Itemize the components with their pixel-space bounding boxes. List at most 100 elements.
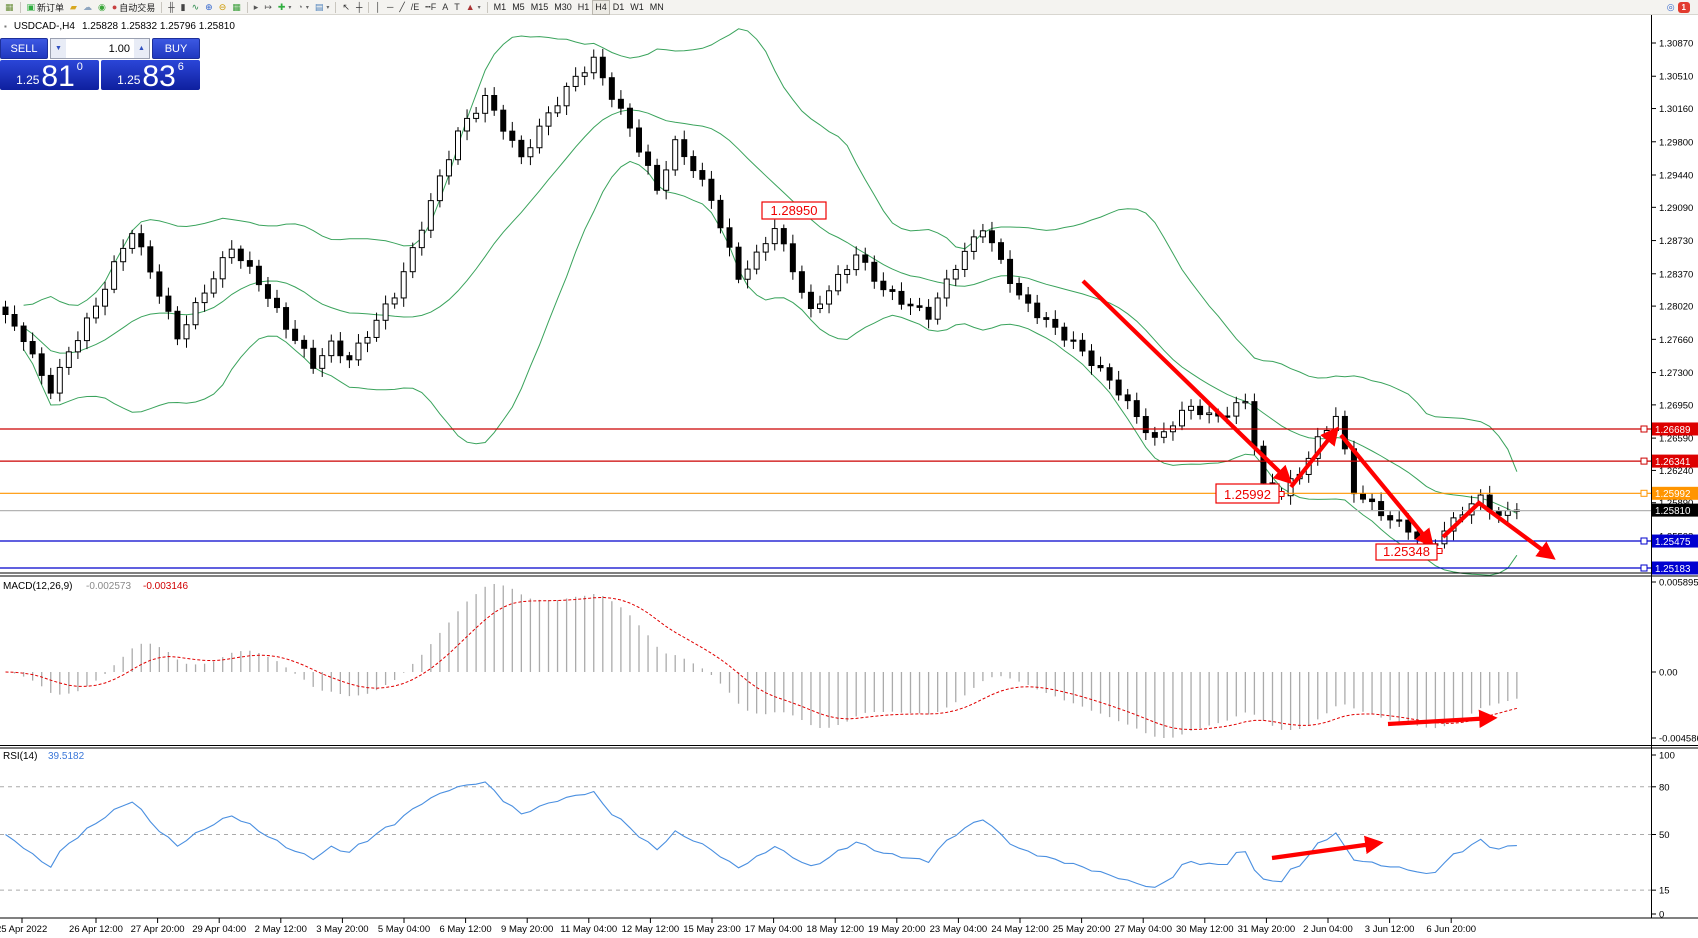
price-axis-tick: 1.26590 [1659, 434, 1693, 445]
time-axis-label: 3 Jun 12:00 [1365, 924, 1415, 935]
volume-decrease-button[interactable]: ▼ [51, 39, 66, 58]
time-axis-label: 2 Jun 04:00 [1303, 924, 1353, 935]
volume-increase-button[interactable]: ▲ [134, 39, 149, 58]
toolbar-separator [161, 1, 163, 13]
candlestick-mode-icon: ▮ [180, 1, 186, 12]
notification-icon[interactable]: 1 [1677, 1, 1690, 13]
chevron-down-icon: ▾ [305, 4, 309, 11]
svg-text:50: 50 [1659, 830, 1670, 841]
arrows-button[interactable]: ▲ ▾ [463, 1, 484, 14]
timeframe-m5-button[interactable]: M5 [512, 2, 525, 12]
time-axis-label: 6 Jun 20:00 [1426, 924, 1476, 935]
svg-text:1.28950: 1.28950 [771, 203, 818, 218]
trendline-icon[interactable]: ╱ [396, 1, 407, 14]
funds-deposit-icon[interactable]: ▰ [67, 1, 80, 14]
svg-text:80: 80 [1659, 782, 1670, 793]
timeframe-mn-button[interactable]: MN [649, 2, 664, 12]
timeframe-h4-button[interactable]: H4 [592, 0, 610, 15]
rsi-indicator-label: RSI(14) [3, 751, 37, 762]
buy-price-big: 83 [142, 60, 176, 93]
time-axis-label: 26 Apr 12:00 [69, 924, 123, 935]
horizontal-level-lines[interactable] [0, 425, 1651, 572]
svg-text:0.00: 0.00 [1659, 668, 1678, 679]
crosshair-icon[interactable]: ┼ [353, 1, 365, 14]
chart-symbol-icon: ▪ [4, 22, 7, 31]
equidistant-channel-icon[interactable]: /E [408, 1, 423, 14]
time-axis-label: 29 Apr 04:00 [192, 924, 246, 935]
line-chart-mode-icon[interactable]: ∿ [189, 1, 203, 14]
candlestick-mode-icon[interactable]: ▮ [178, 1, 189, 14]
time-axis-label: 27 Apr 20:00 [131, 924, 185, 935]
time-axis-label: 23 May 04:00 [930, 924, 988, 935]
axis-price-tag: 1.25992 [1652, 486, 1698, 500]
new-order-icon: ▣ [26, 1, 36, 12]
chart-price-label[interactable]: 1.25348 [1375, 543, 1443, 561]
timeframe-d1-button[interactable]: D1 [612, 2, 625, 12]
autotrading-icon: ● [111, 1, 118, 12]
trend-annotation-arrows[interactable] [1081, 279, 1556, 560]
time-axis-label: 31 May 20:00 [1238, 924, 1296, 935]
text-icon[interactable]: A [439, 1, 451, 14]
price-axis-tick: 1.28730 [1659, 236, 1693, 247]
macd-indicator-label: MACD(12,26,9) [3, 581, 72, 592]
price-axis[interactable]: 1.30870 1.30510 1.30160 1.29800 1.29440 1.290… [1651, 39, 1698, 575]
chart-price-label[interactable]: 1.28950 [761, 201, 827, 220]
auto-scroll-icon[interactable]: ▸ [251, 1, 262, 14]
cursor-icon[interactable]: ↖ [339, 1, 353, 14]
toolbar-separator [486, 1, 488, 13]
sell-price-display[interactable]: 1.25 81 0 [0, 60, 99, 92]
horizontal-line-icon[interactable]: ─ [384, 1, 396, 14]
new-order-button[interactable]: ▣ 新订单 [26, 1, 65, 13]
templates-icon: ▤ [314, 1, 324, 12]
timeframe-m30-button[interactable]: M30 [554, 2, 572, 12]
fibonacci-icon: ┅F [425, 1, 437, 12]
zoom-in-icon[interactable]: ⊕ [202, 1, 216, 14]
time-axis-label: 15 May 23:00 [683, 924, 741, 935]
volume-box: ▼ ▲ [50, 38, 150, 59]
rsi-pane: 100 80 50 15 0 [0, 751, 1675, 921]
periods-button[interactable]: ◔ ▾ [294, 1, 311, 14]
tile-windows-icon[interactable]: ▦ [229, 1, 244, 14]
pane-frame [0, 15, 1698, 919]
time-axis-label: 17 May 04:00 [745, 924, 803, 935]
cloud-icon[interactable]: ☁ [80, 1, 95, 14]
sell-button[interactable]: SELL [0, 38, 48, 59]
timeframe-m1-button[interactable]: M1 [493, 2, 507, 12]
axis-price-tag: 1.25183 [1652, 561, 1698, 575]
fibonacci-icon[interactable]: ┅F [422, 1, 439, 14]
timeframe-m15-button[interactable]: M15 [530, 2, 549, 12]
time-axis-label: 3 May 20:00 [316, 924, 368, 935]
chart-window-icon[interactable]: ▦ [2, 1, 17, 14]
templates-button[interactable]: ▤ ▾ [312, 1, 333, 14]
buy-price-display[interactable]: 1.25 83 6 [101, 60, 200, 93]
timeframe-h1-button[interactable]: H1 [577, 2, 590, 12]
tile-windows-icon: ▦ [232, 1, 241, 12]
horizontal-line-icon: ─ [386, 1, 394, 12]
volume-input[interactable] [66, 39, 134, 58]
signal-broadcast-icon[interactable]: ◉ [95, 1, 109, 14]
price-axis-tick: 1.29090 [1659, 203, 1693, 214]
chevron-down-icon: ▾ [477, 4, 481, 11]
periods-icon: ◔ [297, 1, 303, 12]
zoom-out-icon[interactable]: ⊖ [216, 1, 230, 14]
vertical-line-icon[interactable]: │ [372, 1, 384, 14]
chart-shift-icon[interactable]: ↦ [261, 1, 275, 14]
indicators-button[interactable]: ✚ ▾ [275, 1, 295, 14]
price-annotation-labels[interactable]: 1.28950 1.25992 1.25348 [761, 201, 1443, 561]
timeframe-w1-button[interactable]: W1 [630, 2, 644, 12]
time-axis[interactable]: 25 Apr 2022 26 Apr 12:00 27 Apr 20:00 29 Ap… [0, 918, 1476, 935]
text-label-icon[interactable]: T [451, 1, 463, 14]
chart-title-line: ▪ USDCAD-,H4 1.25828 1.25832 1.25796 1.2… [4, 21, 235, 32]
chart-price-label[interactable]: 1.25992 [1215, 483, 1285, 504]
price-axis-tick: 1.26950 [1659, 400, 1693, 411]
search-icon[interactable]: ◎ [1664, 1, 1678, 14]
indicators-icon: ✚ [277, 1, 286, 12]
buy-button[interactable]: BUY [152, 38, 200, 59]
symbol-timeframe: USDCAD-,H4 [13, 21, 75, 32]
toolbar: ▦ ▣ 新订单 ▰ ☁ ◉ ● 自动交易 ╫ ▮ ∿ ⊕ ⊖ ▦ ▸ ↦ ✚ ▾ ◔ ▾ ▤ ▾ ↖ ┼ │ ─ ╱/E ┅F A T ▲ ▾… [0, 0, 1698, 15]
bar-chart-mode-icon[interactable]: ╫ [165, 1, 177, 14]
time-axis-label: 27 May 04:00 [1114, 924, 1172, 935]
autotrading-button[interactable]: ● 自动交易 [111, 1, 156, 13]
price-axis-tick: 1.26240 [1659, 466, 1693, 477]
